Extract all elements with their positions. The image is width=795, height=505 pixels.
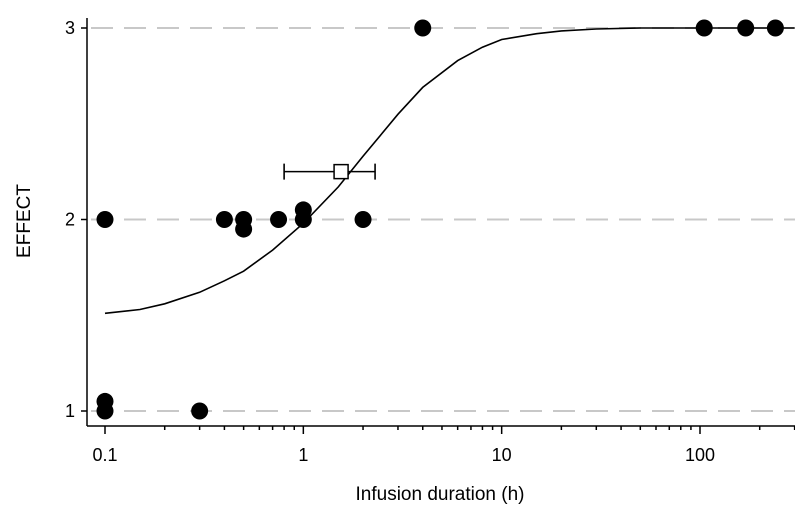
data-point [270, 211, 288, 228]
y-tick-label: 3 [65, 18, 75, 38]
data-point [235, 220, 253, 238]
data-point [737, 19, 755, 37]
data-point [766, 19, 784, 37]
data-point [414, 19, 432, 37]
y-ticks: 1 2 3 [65, 18, 87, 421]
x-ticks: 0.1 1 10 100 [92, 426, 795, 465]
axes [86, 18, 795, 427]
y-tick-label: 1 [65, 401, 75, 421]
data-point [354, 211, 372, 228]
x-tick-label: 100 [685, 445, 715, 465]
data-points [96, 19, 784, 420]
data-point [695, 19, 713, 37]
fit-curve [104, 27, 795, 315]
data-point [96, 211, 114, 228]
mean-marker [333, 163, 349, 180]
mean-estimate [283, 163, 376, 180]
x-tick-label: 10 [492, 445, 512, 465]
x-tick-label: 1 [298, 445, 308, 465]
data-point [96, 392, 114, 410]
data-point [191, 402, 209, 420]
data-point [215, 211, 233, 228]
y-axis-label: EFFECT [14, 184, 35, 258]
x-tick-label: 0.1 [92, 445, 117, 465]
gridlines [91, 27, 795, 412]
x-axis-label: Infusion duration (h) [356, 484, 525, 505]
data-point [294, 211, 312, 228]
y-tick-label: 2 [65, 210, 75, 230]
